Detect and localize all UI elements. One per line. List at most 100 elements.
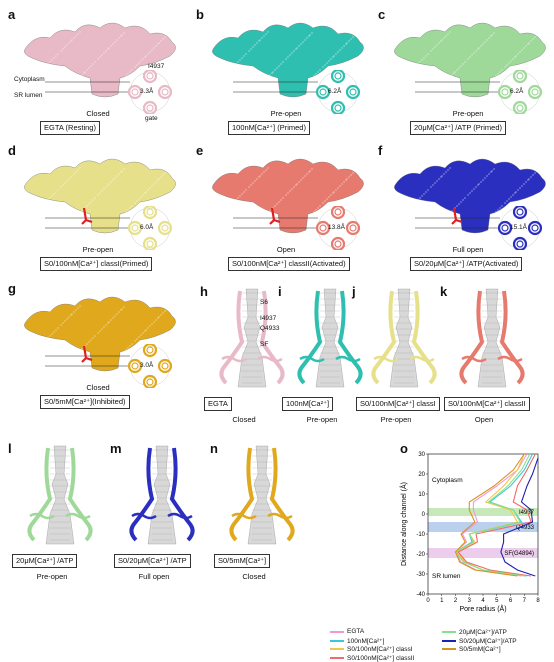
y-tick-label: 20 bbox=[418, 472, 425, 478]
pore-state-j: Pre-open bbox=[380, 415, 412, 424]
s6-helix-left bbox=[297, 290, 323, 385]
x-tick-label: 1 bbox=[440, 598, 444, 604]
pore-structure-l bbox=[27, 445, 93, 545]
map-density bbox=[212, 22, 364, 98]
ligand-s0 bbox=[269, 207, 281, 225]
map-density bbox=[24, 22, 176, 98]
legend-label: S0/20μM[Ca²⁺]/ATP bbox=[459, 637, 517, 645]
x-tick-label: 5 bbox=[495, 598, 499, 604]
series-line-0 bbox=[454, 453, 528, 577]
pore-panel-h: h EGTA Closed S6 I4937 Q4933 SF bbox=[200, 285, 300, 435]
cryoem-map-g bbox=[24, 296, 176, 372]
gate-label: gate bbox=[145, 115, 158, 122]
s6-helix-right bbox=[67, 447, 93, 542]
map-density bbox=[394, 22, 546, 98]
panel-d: d 6.0Å Pre-open S0/100nM[Ca²⁺] classI(Prime… bbox=[8, 144, 183, 274]
x-tick-label: 4 bbox=[481, 598, 485, 604]
state-label-a: Closed bbox=[86, 109, 110, 118]
gate-helix-ring-d bbox=[128, 206, 172, 250]
region-label-cytoplasm: Cytoplasm bbox=[432, 477, 463, 484]
gate-radius-b: 6.2Å bbox=[328, 88, 342, 95]
pore-panel-m: m S0/20μM[Ca²⁺] /ATP Full open bbox=[110, 442, 210, 592]
condition-box-c: 20μM[Ca²⁺] /ATP (Primed) bbox=[410, 121, 507, 135]
s6-helix-left bbox=[27, 447, 53, 542]
cryoem-map-c bbox=[394, 22, 546, 98]
pore-structure-i bbox=[297, 288, 363, 388]
panel-b: b 6.2Å Pre-open 100nM[Ca²⁺] (Primed) bbox=[196, 8, 371, 138]
state-label-e: Open bbox=[276, 245, 296, 254]
pore-structure-m bbox=[129, 445, 195, 545]
pore-state-k: Open bbox=[474, 415, 494, 424]
s6-helix-right bbox=[269, 447, 295, 542]
panel-label-j: j bbox=[352, 284, 356, 299]
legend-entry-6: S0/5mM[Ca²⁺] bbox=[442, 645, 501, 653]
region-label-sr-lumen: SR lumen bbox=[432, 573, 461, 580]
cryoem-map-a bbox=[24, 22, 176, 98]
band-label-1: Q4933 bbox=[516, 525, 535, 531]
band-0 bbox=[428, 508, 538, 516]
legend-label: S0/100nM[Ca²⁺] classII bbox=[347, 654, 415, 662]
pore-structure-j bbox=[371, 288, 437, 388]
s6-helix-right bbox=[169, 447, 195, 542]
y-tick-label: -20 bbox=[416, 552, 425, 558]
legend-swatch bbox=[330, 639, 344, 642]
gate-radius-g: 3.0Å bbox=[140, 362, 154, 369]
pore-structure-k bbox=[459, 288, 525, 388]
legend-label: 100nM[Ca²⁺] bbox=[347, 637, 385, 645]
map-density bbox=[212, 158, 364, 234]
s6-helix-left bbox=[459, 290, 485, 385]
ligand-s0 bbox=[81, 207, 93, 225]
panel-c: c 6.2Å Pre-open 20μM[Ca²⁺] /ATP (Primed) bbox=[378, 8, 553, 138]
legend-swatch bbox=[442, 648, 456, 650]
legend-entry-4: 20μM[Ca²⁺]/ATP bbox=[442, 628, 507, 636]
state-label-d: Pre-open bbox=[82, 245, 114, 254]
panel-label-n: n bbox=[210, 441, 218, 456]
pore-structure-h bbox=[219, 288, 285, 388]
pore-panel-i: i 100nM[Ca²⁺] Pre-open bbox=[278, 285, 378, 435]
pore-condition-box-i: 100nM[Ca²⁺] bbox=[282, 397, 334, 411]
gate-radius-d: 6.0Å bbox=[140, 224, 154, 231]
pore-label-s6: S6 bbox=[260, 299, 268, 306]
pore-condition-box-l: 20μM[Ca²⁺] /ATP bbox=[12, 554, 78, 568]
state-label-b: Pre-open bbox=[270, 109, 302, 118]
legend-entry-1: 100nM[Ca²⁺] bbox=[330, 637, 384, 645]
band-label-2: SF(G4894) bbox=[504, 551, 534, 557]
gate-radius-e: 13.8Å bbox=[328, 224, 345, 231]
condition-box-b: 100nM[Ca²⁺] (Primed) bbox=[228, 121, 310, 135]
cytoplasm-label: Cytoplasm bbox=[14, 76, 45, 83]
band-2 bbox=[428, 548, 538, 558]
band-1 bbox=[428, 522, 538, 532]
cryoem-map-f bbox=[394, 158, 546, 234]
ligand-s0 bbox=[451, 207, 463, 225]
map-density bbox=[24, 296, 176, 372]
state-label-c: Pre-open bbox=[452, 109, 484, 118]
condition-box-d: S0/100nM[Ca²⁺] classI(Primed) bbox=[40, 257, 153, 271]
series-line-4 bbox=[454, 453, 531, 577]
panel-label-k: k bbox=[440, 284, 448, 299]
residue-label-i4937: I4937 bbox=[148, 63, 165, 70]
gate-radius-f: 15.1Å bbox=[510, 224, 527, 231]
legend-entry-5: S0/20μM[Ca²⁺]/ATP bbox=[442, 637, 517, 645]
cryoem-map-b bbox=[212, 22, 364, 98]
legend-swatch bbox=[442, 631, 456, 633]
gate-radius-a: 3.3Å bbox=[140, 88, 154, 95]
panel-label-i: i bbox=[278, 284, 282, 299]
condition-box-g: S0/5mM[Ca²⁺](Inhibited) bbox=[40, 395, 130, 409]
legend-label: S0/100nM[Ca²⁺] classI bbox=[347, 646, 413, 653]
pore-condition-box-h: EGTA bbox=[204, 397, 232, 411]
series-line-3 bbox=[457, 453, 536, 577]
series-line-6 bbox=[454, 453, 525, 577]
panel-f: f 15.1Å Full open S0/20μM[Ca²⁺] /ATP(Activa… bbox=[378, 144, 553, 274]
panel-label-l: l bbox=[8, 441, 12, 456]
y-tick-label: -10 bbox=[416, 532, 425, 538]
gate-helix-ring-a bbox=[128, 70, 172, 114]
s6-helix-right bbox=[337, 290, 363, 385]
panel-g: g 3.0Å Closed S0/5mM[Ca²⁺](Inhibited) bbox=[8, 282, 183, 412]
pore-panel-j: j S0/100nM[Ca²⁺] classI Pre-open bbox=[352, 285, 452, 435]
pore-state-n: Closed bbox=[242, 572, 266, 581]
panel-label-o: o bbox=[400, 441, 408, 456]
s6-helix-left bbox=[229, 447, 255, 542]
s6-helix-right bbox=[411, 290, 437, 385]
gate-helix-ring-f bbox=[498, 206, 542, 250]
pore-condition-box-j: S0/100nM[Ca²⁺] classI bbox=[356, 397, 440, 411]
